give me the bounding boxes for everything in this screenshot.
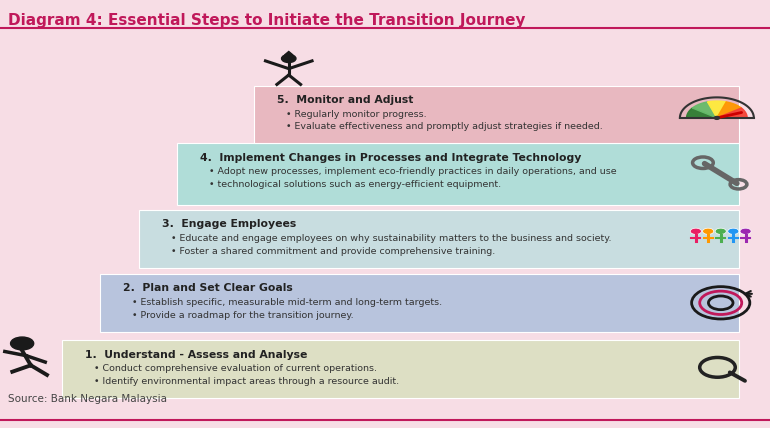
Circle shape — [702, 228, 714, 235]
Circle shape — [728, 228, 739, 235]
FancyBboxPatch shape — [100, 274, 739, 332]
Text: • Adopt new processes, implement eco-friendly practices in daily operations, and: • Adopt new processes, implement eco-fri… — [209, 167, 617, 176]
Text: 2.  Plan and Set Clear Goals: 2. Plan and Set Clear Goals — [123, 283, 293, 293]
FancyBboxPatch shape — [254, 86, 739, 143]
Text: Source: Bank Negara Malaysia: Source: Bank Negara Malaysia — [8, 395, 166, 404]
Circle shape — [740, 228, 752, 235]
Text: • Conduct comprehensive evaluation of current operations.: • Conduct comprehensive evaluation of cu… — [94, 364, 377, 373]
Text: 3.  Engage Employees: 3. Engage Employees — [162, 219, 296, 229]
Polygon shape — [717, 108, 747, 118]
Text: • technological solutions such as energy-efficient equipment.: • technological solutions such as energy… — [209, 180, 501, 189]
FancyBboxPatch shape — [139, 210, 739, 268]
Text: • Foster a shared commitment and provide comprehensive training.: • Foster a shared commitment and provide… — [171, 247, 495, 256]
Polygon shape — [285, 51, 293, 55]
Text: • Evaluate effectiveness and promptly adjust strategies if needed.: • Evaluate effectiveness and promptly ad… — [286, 122, 603, 131]
Circle shape — [715, 228, 726, 235]
Text: 1.  Understand - Assess and Analyse: 1. Understand - Assess and Analyse — [85, 350, 307, 360]
Text: 5.  Monitor and Adjust: 5. Monitor and Adjust — [277, 95, 413, 105]
FancyBboxPatch shape — [62, 340, 739, 398]
Text: • Educate and engage employees on why sustainability matters to the business and: • Educate and engage employees on why su… — [171, 234, 611, 243]
Circle shape — [690, 228, 701, 235]
Polygon shape — [717, 102, 742, 118]
Polygon shape — [692, 102, 717, 118]
Text: • Regularly monitor progress.: • Regularly monitor progress. — [286, 110, 427, 119]
Text: • Identify environmental impact areas through a resource audit.: • Identify environmental impact areas th… — [94, 377, 399, 386]
Polygon shape — [708, 101, 726, 118]
Text: • Provide a roadmap for the transition journey.: • Provide a roadmap for the transition j… — [132, 311, 354, 320]
Text: • Establish specific, measurable mid-term and long-term targets.: • Establish specific, measurable mid-ter… — [132, 298, 443, 307]
Text: Diagram 4: Essential Steps to Initiate the Transition Journey: Diagram 4: Essential Steps to Initiate t… — [8, 13, 525, 28]
Circle shape — [282, 54, 296, 62]
Text: 4.  Implement Changes in Processes and Integrate Technology: 4. Implement Changes in Processes and In… — [200, 153, 581, 163]
FancyBboxPatch shape — [177, 143, 739, 205]
Polygon shape — [687, 108, 717, 118]
Circle shape — [715, 116, 719, 119]
Circle shape — [11, 337, 34, 350]
